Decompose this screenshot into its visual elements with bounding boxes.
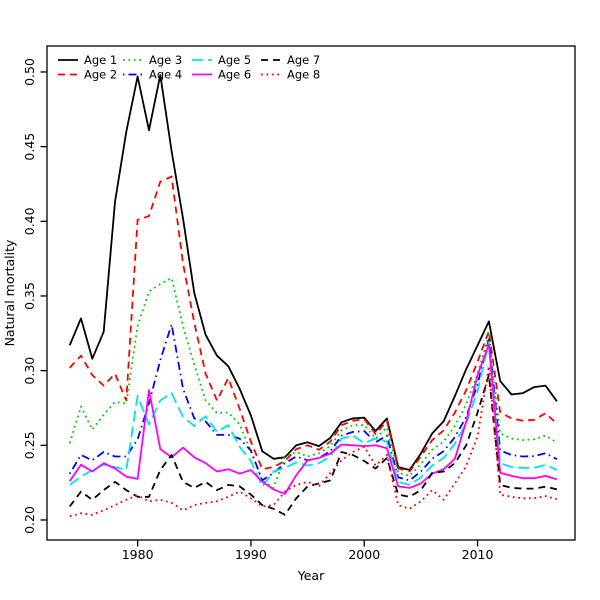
series-line-age-7 — [68, 374, 558, 516]
series-line-age-3 — [68, 277, 558, 489]
series-line-age-8 — [69, 365, 558, 518]
legend-label-age-8: Age 8 — [287, 68, 320, 82]
legend-label-age-2: Age 2 — [84, 68, 117, 82]
series-line-age-6 — [68, 343, 558, 495]
legend-label-age-6: Age 6 — [218, 68, 251, 82]
series-line-age-2 — [69, 175, 558, 473]
x-axis-tick-label: 2010 — [462, 547, 494, 562]
x-axis-tick-label: 1990 — [235, 547, 267, 562]
x-axis-title: Year — [297, 568, 325, 583]
legend-label-age-4: Age 4 — [149, 68, 182, 82]
legend-label-age-3: Age 3 — [149, 53, 182, 67]
y-axis-tick-label: 0.35 — [22, 282, 37, 310]
series-line-age-4 — [68, 323, 558, 482]
y-axis-tick-label: 0.50 — [22, 58, 37, 86]
y-axis-tick-label: 0.20 — [22, 506, 37, 534]
series-line-age-1 — [68, 74, 558, 471]
x-axis-tick-label: 2000 — [348, 547, 380, 562]
y-axis-title: Natural mortality — [2, 239, 17, 346]
y-axis-tick-label: 0.45 — [22, 133, 37, 161]
legend-label-age-1: Age 1 — [84, 53, 117, 67]
y-axis-tick-label: 0.25 — [22, 431, 37, 459]
legend-label-age-7: Age 7 — [287, 53, 320, 67]
plot-border — [46, 45, 576, 541]
y-axis-tick-label: 0.30 — [22, 357, 37, 385]
x-axis-tick-label: 1980 — [122, 547, 154, 562]
legend-label-age-5: Age 5 — [218, 53, 251, 67]
y-axis-tick-label: 0.40 — [22, 207, 37, 235]
